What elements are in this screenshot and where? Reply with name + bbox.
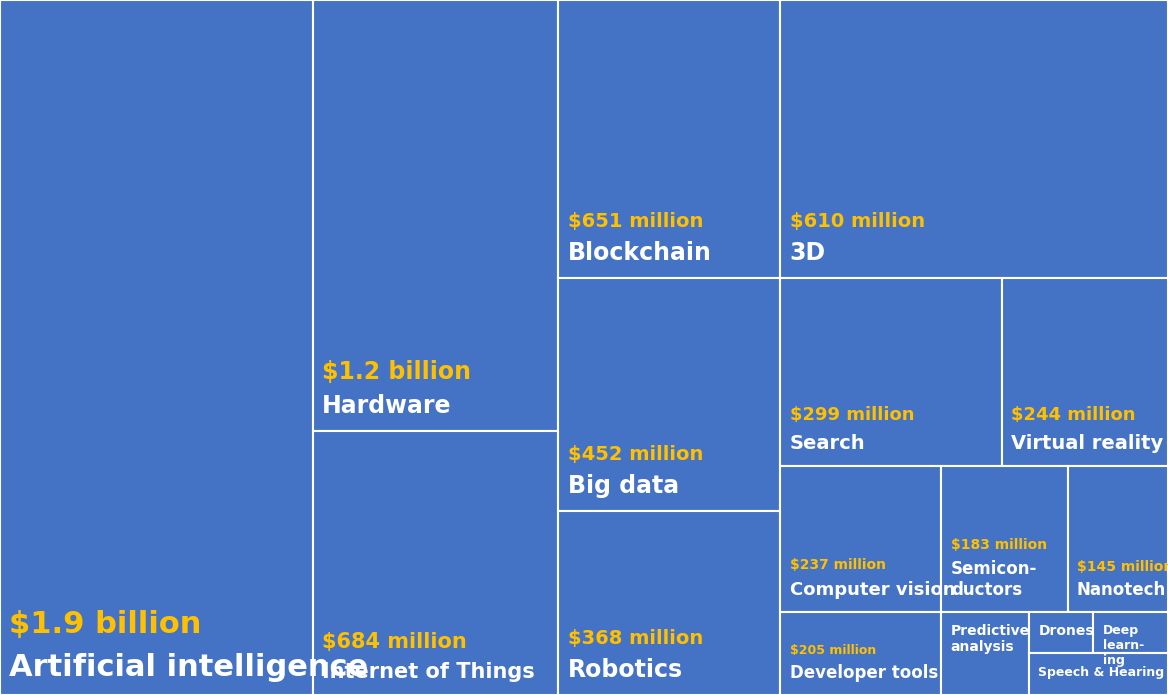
Bar (0, 0, 313, 695)
Text: $237 million: $237 million (790, 558, 885, 572)
Text: Predictive
analysis: Predictive analysis (951, 624, 1030, 654)
Bar (313, 0, 558, 431)
Text: $651 million: $651 million (568, 212, 703, 231)
Text: Developer tools: Developer tools (790, 664, 938, 682)
Text: $1.9 billion: $1.9 billion (9, 610, 202, 639)
Text: Big data: Big data (568, 474, 679, 498)
Bar (558, 0, 780, 278)
Bar (1002, 278, 1168, 466)
Bar (558, 511, 780, 695)
Text: $183 million: $183 million (951, 539, 1047, 553)
Text: $368 million: $368 million (568, 629, 703, 648)
Bar (1029, 653, 1168, 695)
Text: 3D: 3D (790, 241, 826, 265)
Text: Hardware: Hardware (322, 394, 452, 418)
Text: $684 million: $684 million (322, 632, 467, 652)
Text: $610 million: $610 million (790, 212, 925, 231)
Text: Speech & Hearing: Speech & Hearing (1038, 666, 1164, 679)
Bar (1093, 612, 1168, 653)
Text: Blockchain: Blockchain (568, 241, 711, 265)
Text: Nanotech: Nanotech (1077, 581, 1166, 599)
Bar (780, 466, 941, 612)
Text: Search: Search (790, 434, 865, 453)
Bar (313, 431, 558, 695)
Text: $205 million: $205 million (790, 644, 876, 657)
Text: $299 million: $299 million (790, 407, 915, 425)
Text: $452 million: $452 million (568, 445, 703, 464)
Bar (558, 278, 780, 511)
Text: $244 million: $244 million (1011, 407, 1136, 425)
Text: Virtual reality: Virtual reality (1011, 434, 1163, 453)
Bar (780, 612, 941, 695)
Text: Deep
learn-
ing: Deep learn- ing (1103, 624, 1143, 667)
Bar (1068, 466, 1168, 612)
Bar (941, 466, 1068, 612)
Text: $145 million: $145 million (1077, 560, 1168, 574)
Bar (941, 612, 1029, 695)
Text: $1.2 billion: $1.2 billion (322, 360, 472, 384)
Text: Semicon-
ductors: Semicon- ductors (951, 560, 1037, 599)
Bar (780, 278, 1002, 466)
Bar (780, 0, 1168, 278)
Bar (1029, 612, 1093, 653)
Text: Robotics: Robotics (568, 658, 683, 682)
Text: Drones: Drones (1038, 624, 1094, 638)
Text: Internet of Things: Internet of Things (322, 662, 535, 682)
Text: Computer vision: Computer vision (790, 581, 955, 599)
Text: Artificial intelligence: Artificial intelligence (9, 653, 368, 682)
